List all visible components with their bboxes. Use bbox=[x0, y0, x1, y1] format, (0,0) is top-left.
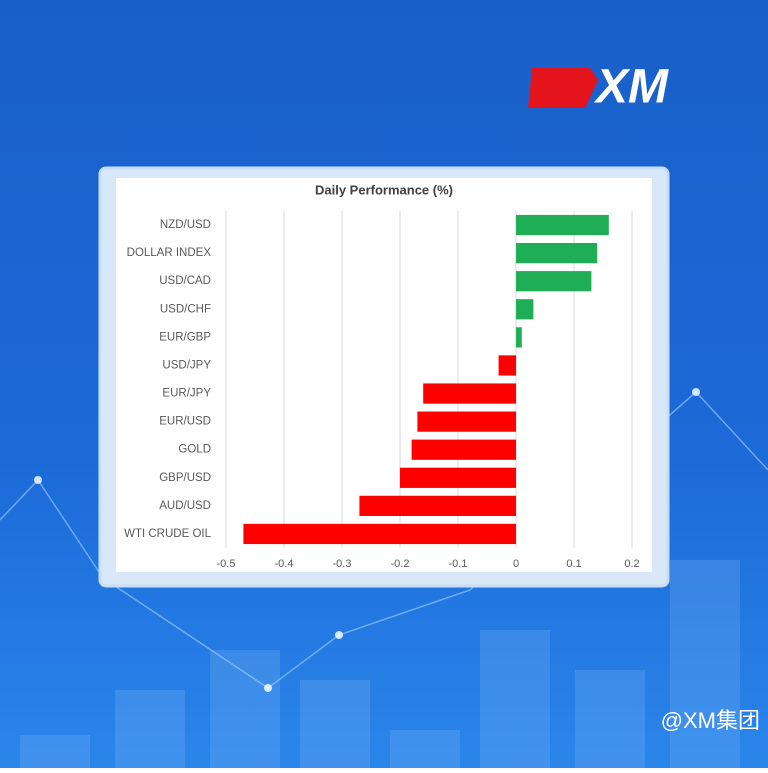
bar bbox=[498, 355, 516, 376]
bar bbox=[400, 467, 516, 488]
logo-text: XM bbox=[593, 61, 669, 114]
y-tick-label: USD/CHF bbox=[160, 303, 211, 315]
bar bbox=[516, 214, 609, 236]
bar bbox=[243, 523, 516, 545]
bar bbox=[417, 411, 516, 432]
x-tick-label: -0.2 bbox=[391, 558, 410, 570]
bar bbox=[359, 495, 516, 516]
bar bbox=[516, 243, 598, 264]
y-tick-label: GOLD bbox=[178, 444, 211, 456]
y-tick-label: USD/JPY bbox=[162, 359, 211, 371]
x-tick-label: -0.1 bbox=[449, 558, 468, 570]
x-tick-label: 0.1 bbox=[566, 558, 581, 570]
y-tick-label: EUR/USD bbox=[159, 416, 211, 428]
bar bbox=[423, 383, 516, 404]
y-tick-label: EUR/GBP bbox=[159, 331, 211, 343]
decor-bars bbox=[20, 560, 740, 768]
logo: XM bbox=[528, 61, 669, 114]
x-tick-label: -0.4 bbox=[275, 558, 294, 570]
y-tick-label: EUR/JPY bbox=[162, 388, 211, 400]
x-tick-label: -0.3 bbox=[333, 558, 352, 570]
y-tick-label: AUD/USD bbox=[159, 500, 211, 512]
x-tick-label: 0 bbox=[513, 558, 519, 570]
bar bbox=[516, 271, 592, 292]
watermark: @XM集团 bbox=[661, 708, 760, 733]
chart-title: Daily Performance (%) bbox=[315, 182, 453, 197]
x-tick-label: 0.2 bbox=[624, 558, 639, 570]
y-tick-label: GBP/USD bbox=[159, 472, 211, 484]
bar bbox=[516, 327, 522, 348]
x-tick-label: -0.5 bbox=[217, 558, 236, 570]
y-tick-label: WTI CRUDE OIL bbox=[124, 528, 211, 540]
y-tick-label: NZD/USD bbox=[160, 219, 211, 231]
y-tick-label: DOLLAR INDEX bbox=[127, 247, 212, 259]
y-tick-label: USD/CAD bbox=[159, 275, 211, 287]
bar bbox=[411, 439, 516, 460]
bar bbox=[516, 299, 534, 320]
